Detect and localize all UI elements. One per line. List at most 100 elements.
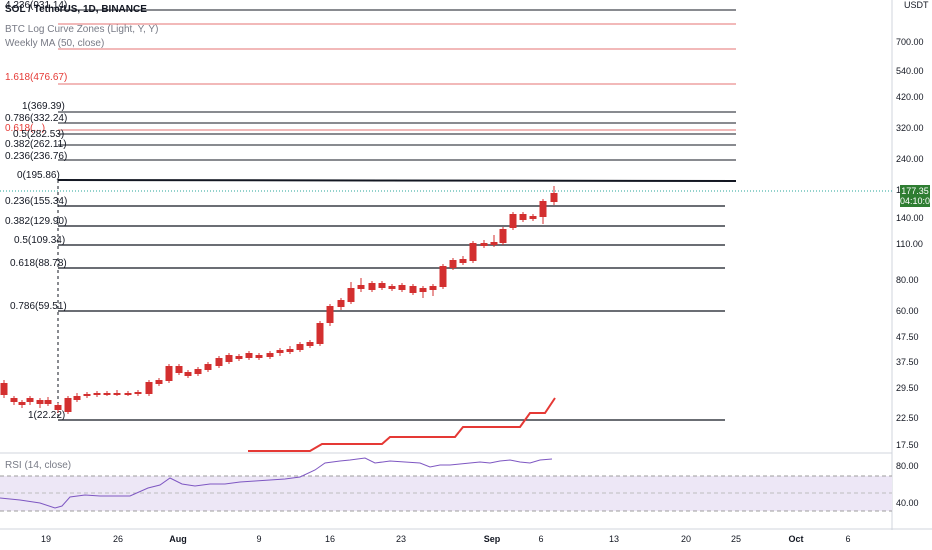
candle [215,356,223,368]
fib-label: 4.236(931.14) [5,0,67,11]
price-tick-label: 60.00 [896,306,919,316]
fib-label: 0.618(88.78) [10,258,67,269]
candle [459,256,467,265]
date-tick-label: 25 [731,534,741,544]
fib-label: 0.382(129.90) [5,216,67,227]
candle [175,364,183,375]
candle [306,340,314,348]
date-tick-label: 6 [845,534,850,544]
date-tick-label: Sep [484,534,501,544]
candle [368,281,376,292]
candle [266,351,274,359]
fib-lower-lines [57,180,725,421]
date-tick-label: 19 [41,534,51,544]
price-tick-label: 320.00 [896,123,924,133]
candle [439,264,447,289]
price-tick-label: 140.00 [896,213,924,223]
date-tick-label: 20 [681,534,691,544]
candle [449,258,457,270]
candle [326,304,334,326]
fib-label: 0.786(59.51) [10,301,67,312]
candle [36,398,44,408]
fib-label: 0.236(236.76) [5,151,67,162]
rsi-title[interactable]: RSI (14, close) [5,460,72,471]
candle [255,353,263,360]
candle [225,353,233,364]
candle [480,240,488,248]
candle [113,390,121,396]
fib-label: 0.786(332.24) [5,113,67,124]
price-tick-label: 22.50 [896,413,919,423]
candle [429,284,437,296]
fib-label: 0.382(262.11) [5,139,67,150]
date-tick-label: Oct [788,534,803,544]
candle [83,392,91,398]
candle [44,397,52,406]
fib-label: 1(22.22) [28,410,65,421]
candle [165,364,173,383]
price-axis[interactable]: 700.00540.00420.00320.00240.00180.00140.… [896,37,924,508]
candle [0,380,8,398]
candle [337,298,345,310]
candle [54,403,62,413]
candle [529,214,537,221]
last-price-tag: 177.35 04:10:00 [900,185,932,207]
rsi-tick-label: 80.00 [896,461,919,471]
candle [499,227,507,245]
candle [64,396,72,414]
candle [550,186,558,205]
date-tick-label: 9 [256,534,261,544]
candle [539,199,547,224]
date-tick-label: Aug [169,534,187,544]
candle [296,342,304,352]
candle [347,282,355,304]
candle [245,351,253,360]
price-tick-label: 240.00 [896,154,924,164]
price-tick-label: 17.50 [896,440,919,450]
fib-label: 0.5(282.53) [13,129,64,140]
candle [103,391,111,396]
date-axis[interactable]: 19 26 Aug 9 16 23 Sep 6 13 20 25 Oct 6 [41,534,851,544]
candle [184,370,192,378]
weekly-ma-line [248,397,556,452]
candle [519,212,527,222]
fib-upper-lines [57,9,737,182]
fib-label: 0.618(...) [5,123,45,134]
rsi-line [0,457,553,509]
price-tick-label: 29.50 [896,383,919,393]
price-tick-label: 420.00 [896,92,924,102]
fib-label: 1.618(476.67) [5,72,67,83]
candle [419,286,427,298]
fib-label: 0.5(109.34) [14,235,65,246]
candle [388,284,396,291]
candle [469,241,477,263]
candle [10,396,18,405]
candle [490,235,498,247]
candle [26,396,34,405]
price-tick-label: 110.00 [896,239,923,249]
price-tick-label: 540.00 [896,66,924,76]
currency-label[interactable]: USDT [904,0,929,10]
candle [286,346,294,354]
symbol-title[interactable]: SOL / TetherUS, 1D, BINANCE [5,4,147,15]
fib-label: 1(369.39) [22,101,65,112]
candle [357,278,365,292]
candle [409,284,417,295]
indicator-log-curve[interactable]: BTC Log Curve Zones (Light, Y, Y) [5,24,159,35]
price-tick-label: 80.00 [896,275,919,285]
candle [194,367,202,376]
date-tick-label: 16 [325,534,335,544]
indicator-weekly-ma[interactable]: Weekly MA (50, close) [5,38,105,49]
candle [235,354,243,361]
date-tick-label: 13 [609,534,619,544]
candle [316,321,324,346]
candle [145,380,153,396]
rsi-tick-label: 40.00 [896,498,919,508]
fib-label: 0(195.86) [17,170,60,181]
candle [276,348,284,356]
candle [509,212,517,230]
candle [124,391,132,396]
fib-label: 0.236(155.34) [5,196,67,207]
date-tick-label: 6 [538,534,543,544]
